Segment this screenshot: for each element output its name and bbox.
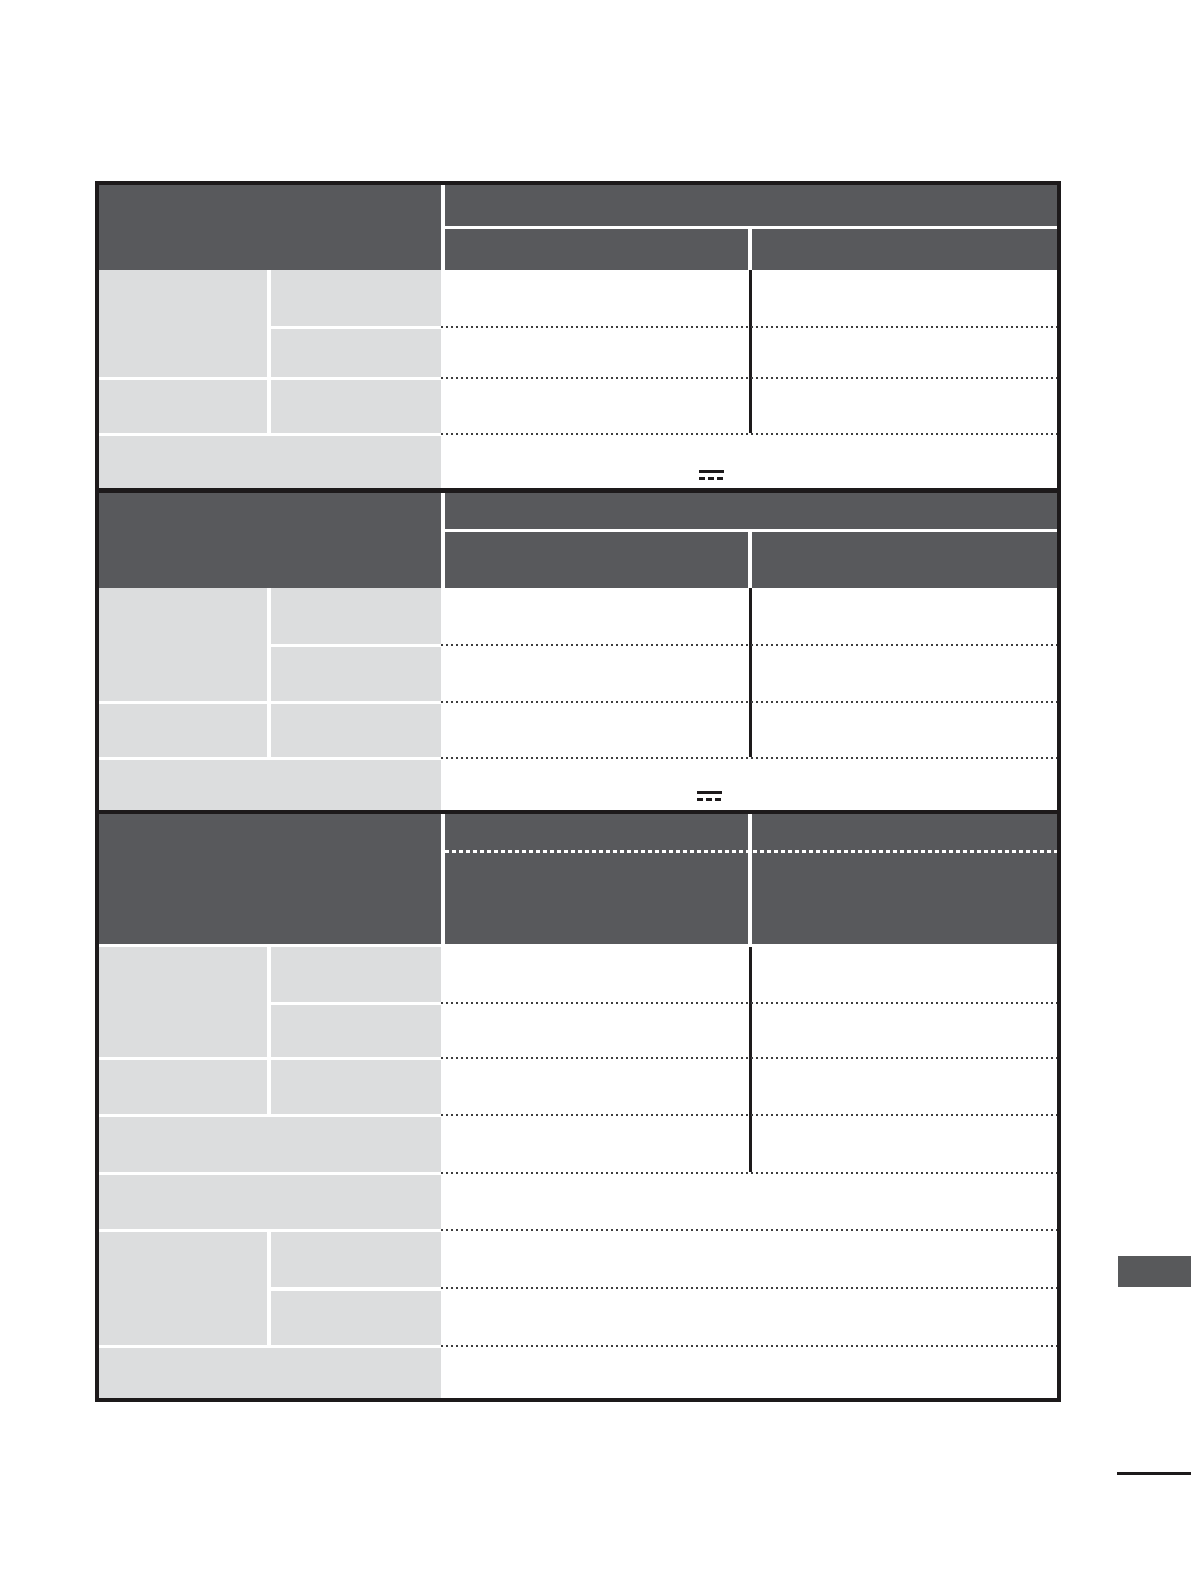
dc-voltage-icon	[697, 791, 722, 804]
t3-header-col-a-cell	[445, 814, 748, 944]
t1-row3-sublabel-cell	[271, 380, 441, 433]
t3-row6-sublabel-cell	[271, 1232, 441, 1287]
t1-header-row-label-cell	[99, 185, 441, 270]
t2-header-model-col-b-cell	[752, 532, 1057, 588]
t2-header-model-col-a-cell	[445, 532, 748, 588]
t2-row3-dashed-separator	[441, 757, 1057, 759]
t3-rowgroup2-label-cell	[99, 1232, 267, 1345]
dc-dashed-bar	[699, 477, 724, 480]
t3-row4-dashed-separator	[441, 1172, 1057, 1174]
dc-solid-bar	[699, 470, 724, 473]
t2-row3-sublabel-cell	[271, 704, 441, 757]
t2-row3-label-cell	[99, 704, 267, 757]
t3-row1-dashed-separator	[441, 1002, 1057, 1004]
t2-rowgroup1-label-cell	[99, 588, 267, 701]
t3-row1-sublabel-cell	[271, 947, 441, 1002]
t1-header-model-col-a-cell	[445, 229, 748, 270]
dc-dashed-bar	[697, 798, 722, 801]
dc-voltage-icon	[699, 470, 724, 483]
t3-header-row-label-cell	[99, 814, 441, 944]
t2-header-dashed-divider	[445, 529, 1057, 532]
t1-row3-label-cell	[99, 380, 267, 433]
t3-value-column-divider	[749, 947, 752, 1172]
t3-row7-dashed-separator	[441, 1345, 1057, 1347]
t1-rowgroup1-label-cell	[99, 270, 267, 377]
t3-row3-sublabel-cell	[271, 1060, 441, 1114]
page-edge-tab	[1118, 1256, 1191, 1287]
t3-row4-wide-label-cell	[99, 1117, 441, 1172]
t3-row2-sublabel-cell	[271, 1005, 441, 1057]
t3-row6-dashed-separator	[441, 1287, 1057, 1289]
spec-table-1	[95, 181, 1061, 492]
t2-row1-sublabel-cell	[271, 588, 441, 644]
t3-row3-dashed-separator	[441, 1114, 1057, 1116]
t2-row1-dashed-separator	[441, 644, 1057, 646]
t1-row1-sublabel-cell	[271, 270, 441, 326]
t3-rowgroup1-label-cell	[99, 947, 267, 1057]
t3-row5-wide-label-cell	[99, 1175, 441, 1229]
footer-rule	[1117, 1472, 1191, 1475]
t3-row7-sublabel-cell	[271, 1291, 441, 1345]
t1-row2-sublabel-cell	[271, 329, 441, 377]
t1-header-models-span-cell	[445, 185, 1057, 226]
t2-row4-wide-label-cell	[99, 760, 441, 810]
t1-row4-wide-label-cell	[99, 436, 441, 488]
t2-header-models-span-cell	[445, 493, 1057, 529]
t2-row2-dashed-separator	[441, 701, 1057, 703]
t1-row3-dashed-separator	[441, 433, 1057, 435]
t2-value-column-divider	[749, 588, 752, 757]
t3-header-col-b-cell	[752, 814, 1057, 944]
t3-row2-dashed-separator	[441, 1057, 1057, 1059]
t1-header-dashed-divider	[445, 226, 1057, 229]
t3-row5-dashed-separator	[441, 1229, 1057, 1231]
spec-table-3	[95, 810, 1061, 1402]
t3-row8-wide-label-cell	[99, 1348, 441, 1398]
t1-row1-dashed-separator	[441, 326, 1057, 328]
t1-value-column-divider	[749, 270, 752, 433]
dc-solid-bar	[697, 791, 722, 794]
t1-row2-dashed-separator	[441, 377, 1057, 379]
t3-row3-label-cell	[99, 1060, 267, 1114]
spec-table-2	[95, 489, 1061, 814]
t3-header-dashed-divider	[445, 850, 1057, 853]
t1-header-model-col-b-cell	[752, 229, 1057, 270]
t2-header-row-label-cell	[99, 493, 441, 588]
t2-row2-sublabel-cell	[271, 647, 441, 701]
